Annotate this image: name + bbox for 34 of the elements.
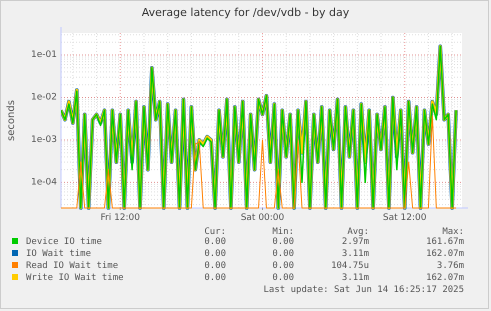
y-axis-title: seconds — [6, 100, 17, 141]
text: 3.76m — [436, 261, 464, 271]
text: 0.00 — [204, 237, 226, 247]
x-tick-label: Sat 00:00 — [240, 213, 285, 223]
legend-label: Write IO Wait time — [26, 273, 124, 283]
text: Cur: — [204, 227, 226, 237]
x-tick-label: Fri 12:00 — [100, 213, 140, 223]
text: 0.00 — [272, 249, 294, 259]
legend-label: Read IO Wait time — [26, 261, 118, 271]
x-tick-label: Sat 12:00 — [382, 213, 427, 223]
y-tick-label: 1e-04 — [31, 177, 58, 188]
y-tick-label: 1e-03 — [31, 134, 57, 145]
text: 0.00 — [272, 273, 294, 283]
y-tick-label: 1e-02 — [31, 92, 57, 102]
legend-label: IO Wait time — [26, 249, 92, 259]
text: 0.00 — [204, 273, 226, 283]
text: 0.00 — [272, 237, 294, 247]
text: Last update: Sat Jun 14 16:25:17 2025 — [264, 285, 464, 295]
text: 162.07m — [426, 249, 464, 259]
text: Avg: — [347, 227, 369, 237]
text: 162.07m — [426, 273, 464, 283]
y-tick-label: 1e-01 — [31, 50, 57, 60]
legend-label: Device IO time — [26, 237, 102, 247]
text: 161.67m — [426, 237, 464, 247]
text: 3.11m — [342, 273, 369, 283]
text: 2.97m — [342, 237, 369, 247]
text: Max: — [442, 227, 464, 237]
chart-title: Average latency for /dev/vdb - by day — [142, 6, 350, 19]
text: 0.00 — [204, 261, 226, 271]
text: Min: — [272, 227, 294, 237]
text: 0.00 — [272, 261, 294, 271]
text: 104.75u — [331, 261, 369, 271]
text: 3.11m — [342, 249, 369, 259]
text: 0.00 — [204, 249, 226, 259]
